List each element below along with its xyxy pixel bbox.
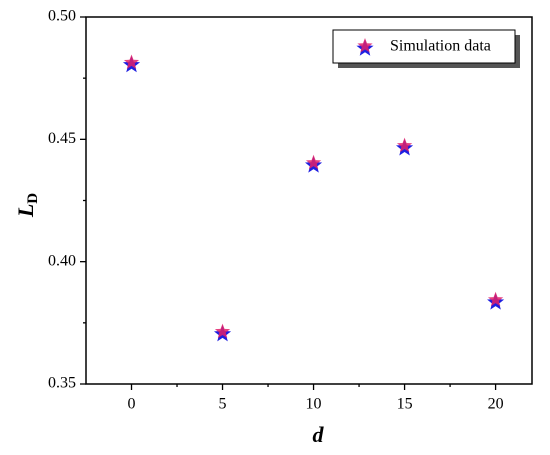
y-axis-label: LD: [13, 193, 41, 218]
star-overlay: [123, 54, 140, 69]
legend-label: Simulation data: [390, 38, 491, 55]
data-point: [122, 54, 141, 73]
star-overlay: [396, 137, 413, 153]
data-point: [213, 323, 232, 342]
y-tick-label: 0.50: [48, 8, 76, 25]
legend: Simulation data: [332, 29, 520, 68]
star-overlay: [214, 323, 231, 339]
x-tick-label: 10: [306, 396, 322, 413]
data-point: [487, 291, 505, 310]
plot-frame: [85, 16, 533, 385]
legend-marker: [356, 38, 374, 56]
x-tick-label: 15: [397, 396, 413, 413]
y-tick-label: 0.35: [48, 375, 76, 392]
x-tick-label: 20: [488, 396, 504, 413]
data-point: [396, 137, 414, 156]
y-tick-label: 0.40: [48, 252, 76, 269]
y-axis-label-main: L: [13, 204, 38, 218]
x-tick-label: 5: [219, 396, 227, 413]
y-axis-label-sub: D: [25, 193, 41, 204]
data-point: [304, 154, 323, 173]
x-tick-label: 0: [128, 396, 136, 413]
y-tick-label: 0.45: [48, 130, 76, 147]
star-overlay: [305, 154, 322, 170]
star-overlay: [357, 38, 373, 53]
star-overlay: [487, 291, 504, 307]
x-axis-label: d: [313, 422, 325, 447]
